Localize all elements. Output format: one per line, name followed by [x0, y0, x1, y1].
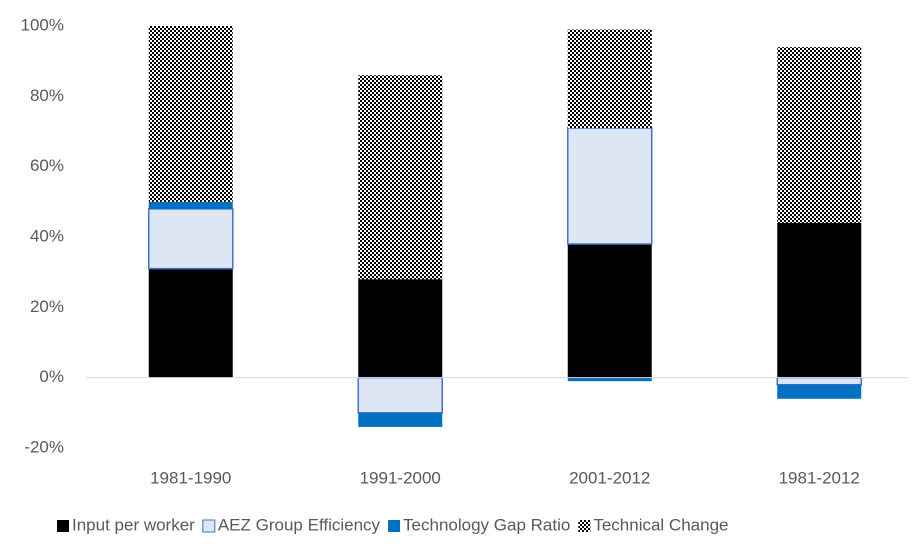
legend-label: Input per worker — [72, 515, 195, 534]
bar-segment — [148, 268, 233, 378]
bar-segment — [148, 201, 233, 209]
bar-segment — [776, 376, 862, 386]
bar-segment — [567, 244, 652, 378]
y-tick-label: 40% — [30, 226, 64, 245]
bar-segment — [357, 376, 443, 414]
legend-swatch — [57, 520, 69, 532]
bar-segment — [148, 208, 234, 270]
legend-swatch — [202, 519, 216, 533]
legend-label: Technology Gap Ratio — [403, 515, 570, 534]
legend-label: AEZ Group Efficiency — [218, 515, 381, 534]
bar-segment — [358, 75, 443, 280]
legend-swatch — [578, 520, 591, 532]
x-tick-label: 2001-2012 — [569, 468, 650, 487]
bar-segment — [567, 377, 652, 382]
y-tick-label: 60% — [30, 156, 64, 175]
bar-segment — [358, 279, 443, 378]
bar-segment — [567, 29, 652, 128]
x-tick-label: 1991-2000 — [360, 468, 441, 487]
bar-segment — [777, 384, 862, 399]
legend-label: Technical Change — [593, 515, 728, 534]
x-tick-label: 1981-2012 — [779, 468, 860, 487]
y-tick-label: 100% — [21, 15, 64, 34]
bar-segment — [777, 222, 862, 378]
y-tick-label: 80% — [30, 86, 64, 105]
y-tick-label: -20% — [24, 437, 64, 456]
legend-swatch — [388, 520, 401, 532]
bar-segment — [148, 26, 233, 202]
bar-segment — [567, 127, 653, 245]
y-tick-label: 20% — [30, 297, 64, 316]
y-tick-label: 0% — [39, 367, 64, 386]
x-tick-label: 1981-1990 — [150, 468, 231, 487]
bar-segment — [358, 412, 443, 427]
bar-segment — [777, 47, 862, 223]
